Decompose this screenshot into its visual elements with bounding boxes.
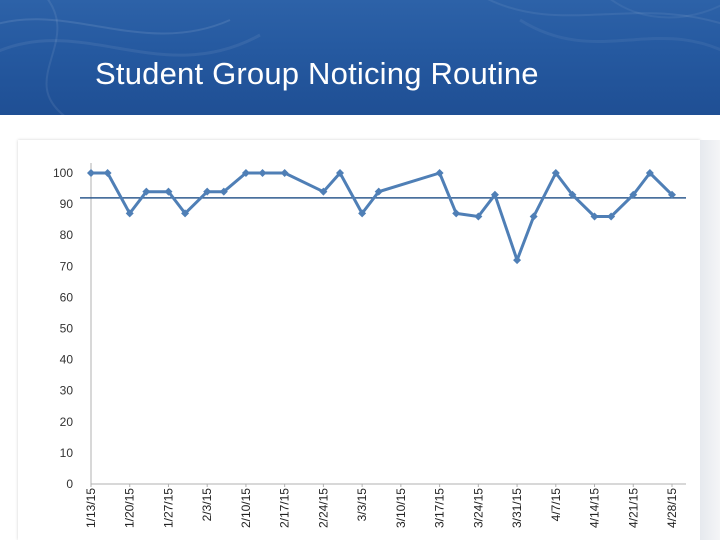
y-tick-label: 10 <box>60 446 74 460</box>
data-point <box>374 187 383 196</box>
y-tick-label: 70 <box>60 259 74 273</box>
x-tick-label: 3/17/15 <box>433 488 447 528</box>
data-point <box>142 187 151 196</box>
data-point <box>203 187 212 196</box>
x-tick-label: 2/10/15 <box>239 488 253 528</box>
title-banner: Student Group Noticing Routine <box>0 0 720 115</box>
data-point <box>258 169 267 177</box>
x-tick-label: 4/14/15 <box>588 488 602 528</box>
data-point <box>87 169 95 177</box>
y-tick-label: 0 <box>66 477 73 491</box>
y-tick-label: 30 <box>60 384 74 398</box>
data-point <box>607 212 616 221</box>
x-tick-label: 2/24/15 <box>316 488 330 528</box>
x-tick-label: 3/10/15 <box>394 488 408 528</box>
y-tick-label: 40 <box>60 353 74 367</box>
data-point <box>164 187 173 196</box>
data-point <box>219 187 228 196</box>
data-point <box>529 212 538 221</box>
data-point <box>336 169 344 177</box>
data-point <box>103 169 112 177</box>
x-tick-label: 1/20/15 <box>123 488 137 528</box>
data-point <box>435 169 444 177</box>
data-point <box>568 190 577 199</box>
data-point <box>474 212 483 221</box>
data-point <box>590 212 599 221</box>
banner-swirl-decoration <box>0 0 720 115</box>
data-point <box>645 169 654 177</box>
data-point <box>241 169 250 177</box>
x-tick-label: 4/28/15 <box>665 488 679 528</box>
y-tick-label: 80 <box>60 228 74 242</box>
x-tick-label: 4/21/15 <box>626 488 640 528</box>
data-point <box>452 209 461 218</box>
x-tick-label: 1/27/15 <box>161 488 175 528</box>
data-point <box>319 187 328 196</box>
data-point <box>668 190 676 199</box>
x-tick-label: 4/7/15 <box>549 488 563 522</box>
x-tick-label: 3/3/15 <box>355 488 369 522</box>
y-tick-label: 100 <box>53 166 73 180</box>
series-line <box>91 171 674 262</box>
x-tick-label: 3/24/15 <box>471 488 485 528</box>
data-point <box>490 190 499 199</box>
x-tick-label: 3/31/15 <box>510 488 524 528</box>
data-point <box>551 169 560 177</box>
data-point <box>358 209 367 218</box>
data-point <box>513 256 522 265</box>
data-point <box>280 169 289 177</box>
data-point <box>125 209 134 218</box>
adjacent-slide-edge <box>700 140 720 540</box>
x-tick-label: 1/13/15 <box>84 488 98 528</box>
slide-title: Student Group Noticing Routine <box>95 56 539 91</box>
x-tick-label: 2/17/15 <box>278 488 292 528</box>
data-point <box>629 190 638 199</box>
x-tick-label: 2/3/15 <box>200 488 214 522</box>
data-point <box>181 209 190 218</box>
y-tick-label: 90 <box>60 197 74 211</box>
y-tick-label: 20 <box>60 415 74 429</box>
y-tick-label: 60 <box>60 290 74 304</box>
y-tick-label: 50 <box>60 322 74 336</box>
